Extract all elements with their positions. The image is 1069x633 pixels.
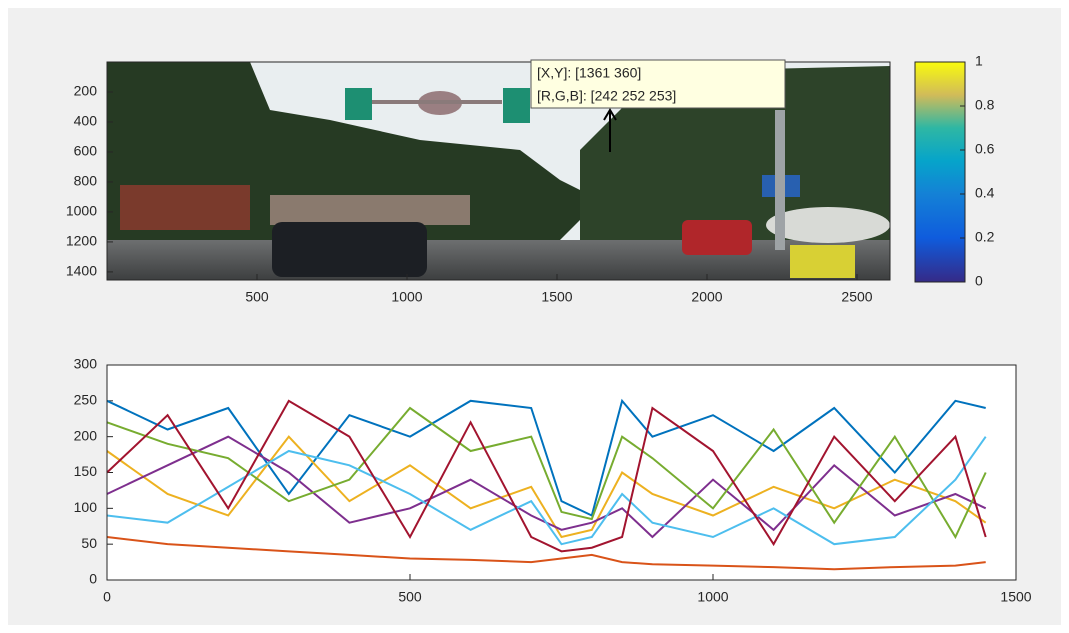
y-tick-label: 600 (74, 143, 98, 159)
colorbar-tick-label: 0 (975, 273, 983, 289)
y-tick-label: 1400 (66, 263, 97, 279)
y-tick-label: 150 (74, 463, 98, 479)
x-tick-label: 1000 (697, 589, 728, 605)
colorbar-ticks: 0 0.2 0.4 0.6 0.8 1 (960, 53, 995, 289)
datatip (530, 59, 786, 109)
image-axes-box (106, 61, 891, 281)
y-tick-label: 50 (81, 535, 97, 551)
plot-axes-box (106, 364, 1017, 581)
colorbar-tick-label: 0.8 (975, 97, 995, 113)
y-tick-label: 200 (74, 427, 98, 443)
y-tick-label: 300 (74, 356, 98, 372)
series-line (106, 536, 986, 571)
x-tick-label: 0 (103, 589, 111, 605)
y-tick-label: 200 (74, 83, 98, 99)
y-tick-label: 800 (74, 173, 98, 189)
series-line (106, 435, 987, 539)
series-line (106, 399, 987, 553)
y-tick-label: 250 (74, 392, 98, 408)
colorbar-tick-label: 0.2 (975, 229, 995, 245)
x-tick-label: 1500 (1000, 589, 1031, 605)
y-tick-label: 1200 (66, 233, 97, 249)
colorbar-tick-label: 0.6 (975, 141, 995, 157)
plot-axes: 0 500 1000 1500 0 50 100 150 200 250 300 (74, 356, 1032, 605)
series-line (106, 436, 987, 546)
x-tick-label: 1000 (391, 289, 422, 305)
y-tick-label: 400 (74, 113, 98, 129)
datatip-text: [R,G,B]: [242 252 253] (537, 88, 676, 104)
y-tick-label: 100 (74, 499, 98, 515)
image-axes: 500 1000 1500 2000 2500 200 400 600 800 1000 1200 1… (66, 83, 873, 305)
series-line (106, 435, 987, 539)
x-tick-label: 500 (398, 589, 422, 605)
colorbar (914, 61, 966, 283)
x-tick-label: 1500 (541, 289, 572, 305)
x-tick-label: 2500 (841, 289, 872, 305)
series-line (106, 398, 986, 517)
x-tick-label: 2000 (691, 289, 722, 305)
series-line (106, 406, 987, 540)
colorbar-tick-label: 0.4 (975, 185, 995, 201)
colorbar-tick-label: 1 (975, 53, 983, 69)
datatip-text: [X,Y]: [1361 360] (537, 65, 641, 81)
y-tick-label: 1000 (66, 203, 97, 219)
y-tick-label: 0 (89, 571, 97, 587)
datatip-arrow (603, 108, 617, 121)
x-tick-label: 500 (245, 289, 269, 305)
